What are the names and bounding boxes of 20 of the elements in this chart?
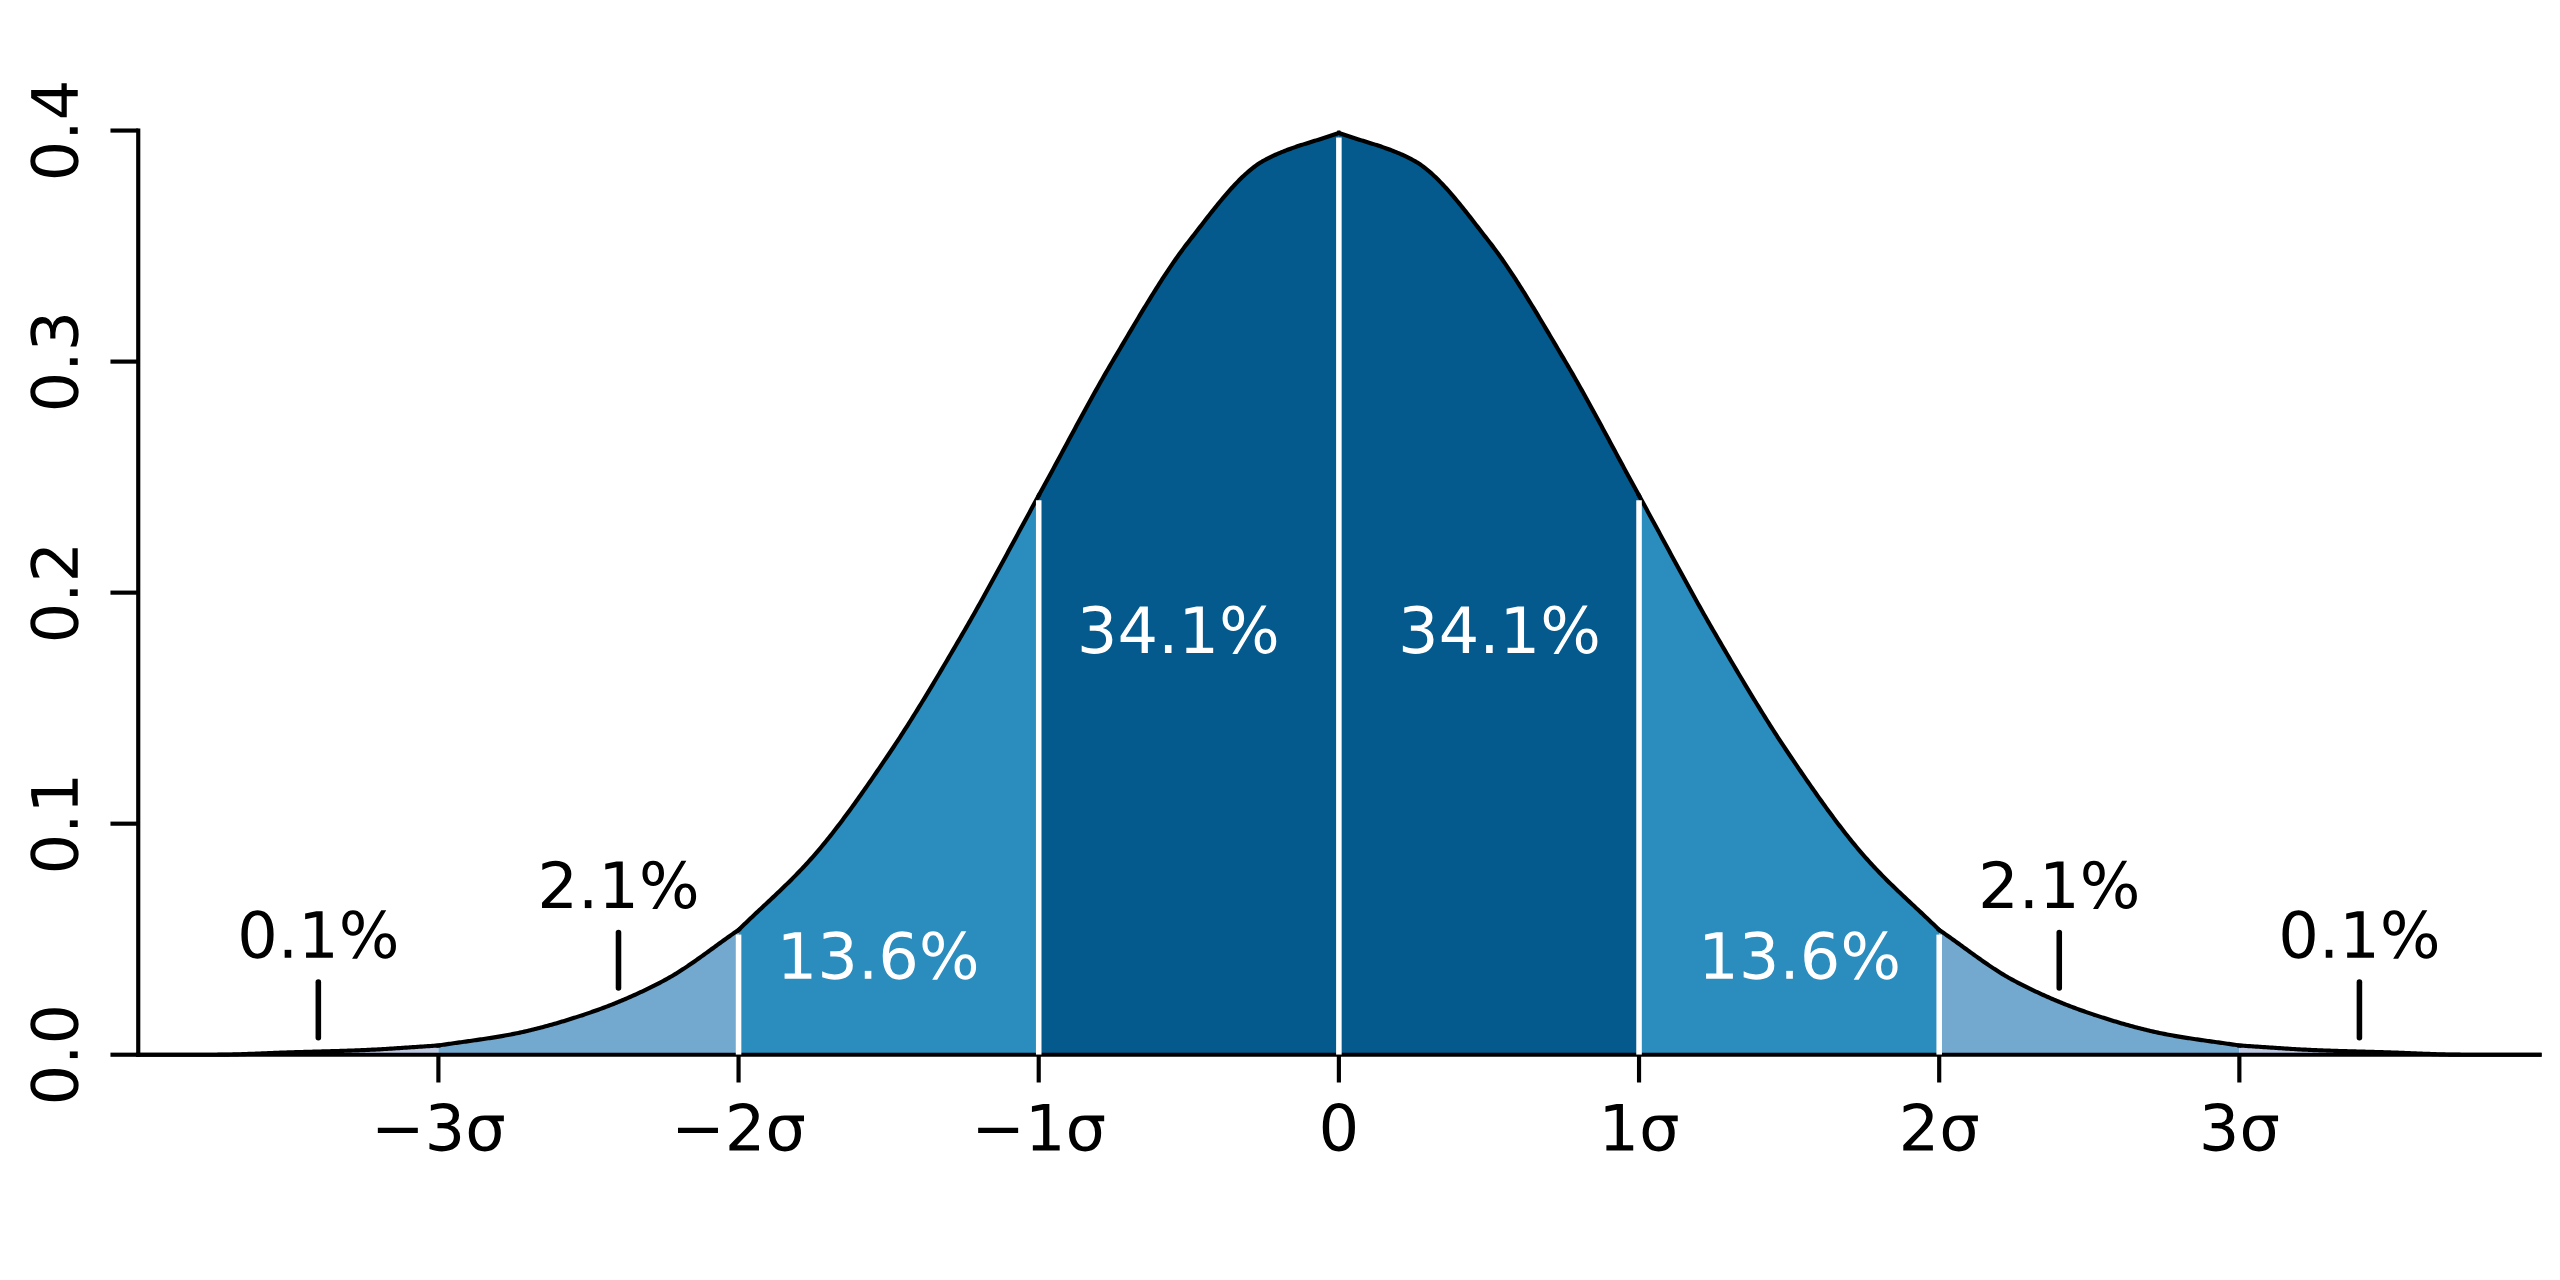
annotation: 34.1% <box>1081 605 1277 654</box>
annotation: 13.6% <box>1705 931 1898 980</box>
x-tick-label: −2σ <box>677 1103 805 1152</box>
x-tick-label: 1σ <box>1605 1103 1678 1152</box>
annotation: 0.1% <box>241 910 396 959</box>
annotation: 0.1% <box>2282 910 2438 959</box>
x-tick-label: −3σ <box>377 1103 504 1152</box>
y-tick-label: 0.1 <box>30 778 79 871</box>
x-tick-label: 3σ <box>2203 1103 2279 1152</box>
x-tick-label: 2σ <box>1903 1103 1978 1152</box>
y-tick-label: 0.3 <box>30 315 79 409</box>
x-tick-label: −1σ <box>978 1103 1105 1152</box>
y-tick-label: 0.0 <box>30 1008 79 1102</box>
annotation: 2.1% <box>542 860 697 909</box>
y-tick-label: 0.4 <box>30 83 79 178</box>
x-tick-label: 0 <box>1322 1103 1355 1152</box>
annotation: 13.6% <box>783 931 977 980</box>
y-tick-label: 0.2 <box>30 548 79 640</box>
annotation: 34.1% <box>1402 605 1598 654</box>
annotation: 2.1% <box>1982 860 2137 909</box>
